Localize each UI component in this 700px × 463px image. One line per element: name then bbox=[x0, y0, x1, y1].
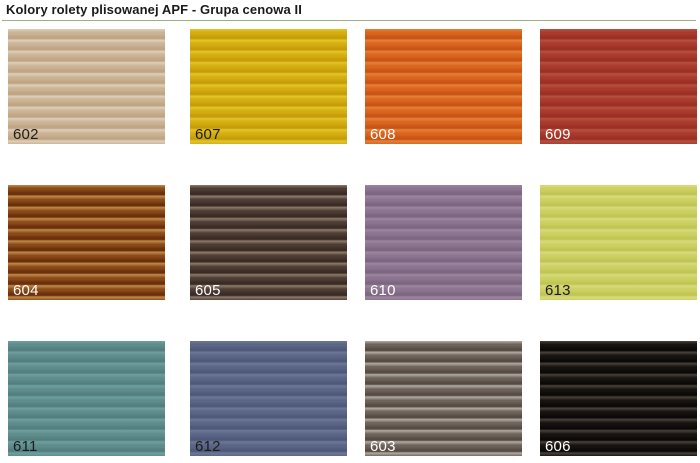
pleated-fabric-texture bbox=[8, 185, 165, 300]
pleated-fabric-texture bbox=[190, 185, 347, 300]
pleated-fabric-texture bbox=[365, 185, 522, 300]
color-swatch-605[interactable]: 605 bbox=[190, 185, 347, 300]
color-swatch-607[interactable]: 607 bbox=[190, 29, 347, 144]
color-swatch-603[interactable]: 603 bbox=[365, 341, 522, 456]
color-swatch-602[interactable]: 602 bbox=[8, 29, 165, 144]
color-swatch-613[interactable]: 613 bbox=[540, 185, 697, 300]
page-title: Kolory rolety plisowanej APF - Grupa cen… bbox=[6, 2, 302, 17]
pleated-fabric-texture bbox=[540, 341, 697, 456]
pleated-fabric-texture bbox=[540, 29, 697, 144]
pleated-fabric-texture bbox=[8, 29, 165, 144]
pleated-fabric-texture bbox=[365, 341, 522, 456]
color-swatch-609[interactable]: 609 bbox=[540, 29, 697, 144]
swatch-grid: 602 607 608 609 604 605 610 613 611 612 603 606 bbox=[0, 24, 700, 463]
color-swatch-604[interactable]: 604 bbox=[8, 185, 165, 300]
color-swatch-606[interactable]: 606 bbox=[540, 341, 697, 456]
title-divider bbox=[2, 20, 696, 21]
pleated-fabric-texture bbox=[8, 341, 165, 456]
color-swatch-611[interactable]: 611 bbox=[8, 341, 165, 456]
pleated-fabric-texture bbox=[540, 185, 697, 300]
color-swatch-610[interactable]: 610 bbox=[365, 185, 522, 300]
pleated-fabric-texture bbox=[190, 29, 347, 144]
pleated-fabric-texture bbox=[190, 341, 347, 456]
page-header: Kolory rolety plisowanej APF - Grupa cen… bbox=[0, 0, 700, 24]
color-swatch-608[interactable]: 608 bbox=[365, 29, 522, 144]
pleated-fabric-texture bbox=[365, 29, 522, 144]
color-swatch-612[interactable]: 612 bbox=[190, 341, 347, 456]
